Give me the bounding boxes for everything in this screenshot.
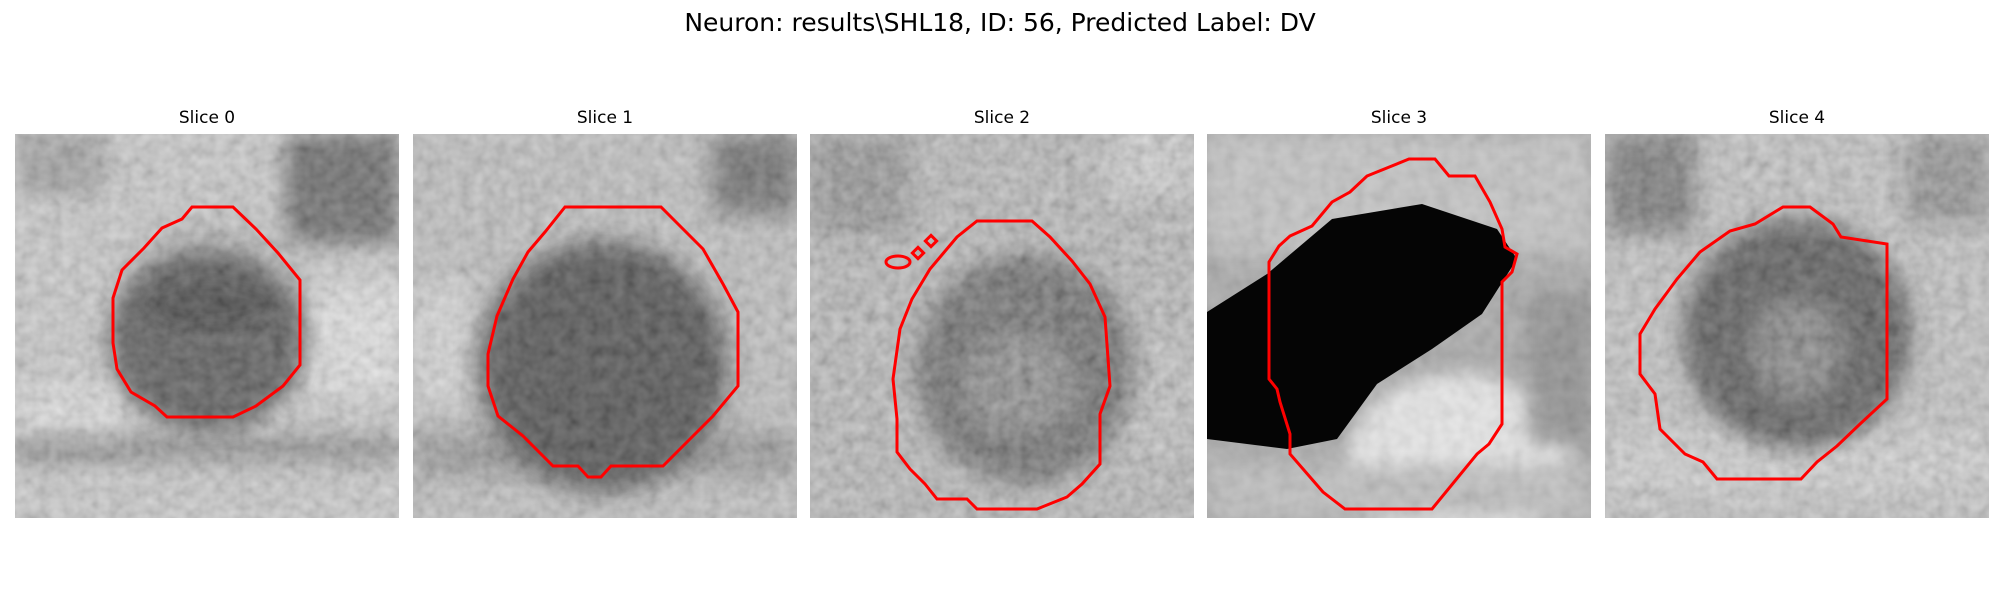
cell-contour	[111, 205, 302, 419]
slice-panel: Slice 0	[15, 108, 399, 518]
cell-contour	[486, 205, 740, 479]
slice-title: Slice 0	[178, 108, 236, 128]
slice-image	[810, 134, 1194, 518]
slice-panel: Slice 1	[413, 108, 797, 518]
cell-contour	[1638, 205, 1889, 481]
slice-title: Slice 2	[973, 108, 1031, 128]
slice-title: Slice 4	[1768, 108, 1826, 128]
slice-image	[1207, 134, 1591, 518]
contour-fragment	[884, 254, 912, 270]
cell-contour	[891, 219, 1112, 511]
slice-image	[1605, 134, 1989, 518]
slice-title: Slice 1	[576, 108, 634, 128]
figure-title: Neuron: results\SHL18, ID: 56, Predicted…	[684, 8, 1316, 37]
contour-fragment	[910, 245, 926, 261]
slice-title: Slice 3	[1370, 108, 1428, 128]
slice-panel: Slice 2	[810, 108, 1194, 518]
slice-image	[413, 134, 797, 518]
slice-panel: Slice 4	[1605, 108, 1989, 518]
cell-contour	[1267, 157, 1519, 511]
slice-panel: Slice 3	[1207, 108, 1591, 518]
dark-cell-body	[1207, 204, 1517, 449]
slice-image	[15, 134, 399, 518]
contour-fragment	[923, 233, 939, 249]
